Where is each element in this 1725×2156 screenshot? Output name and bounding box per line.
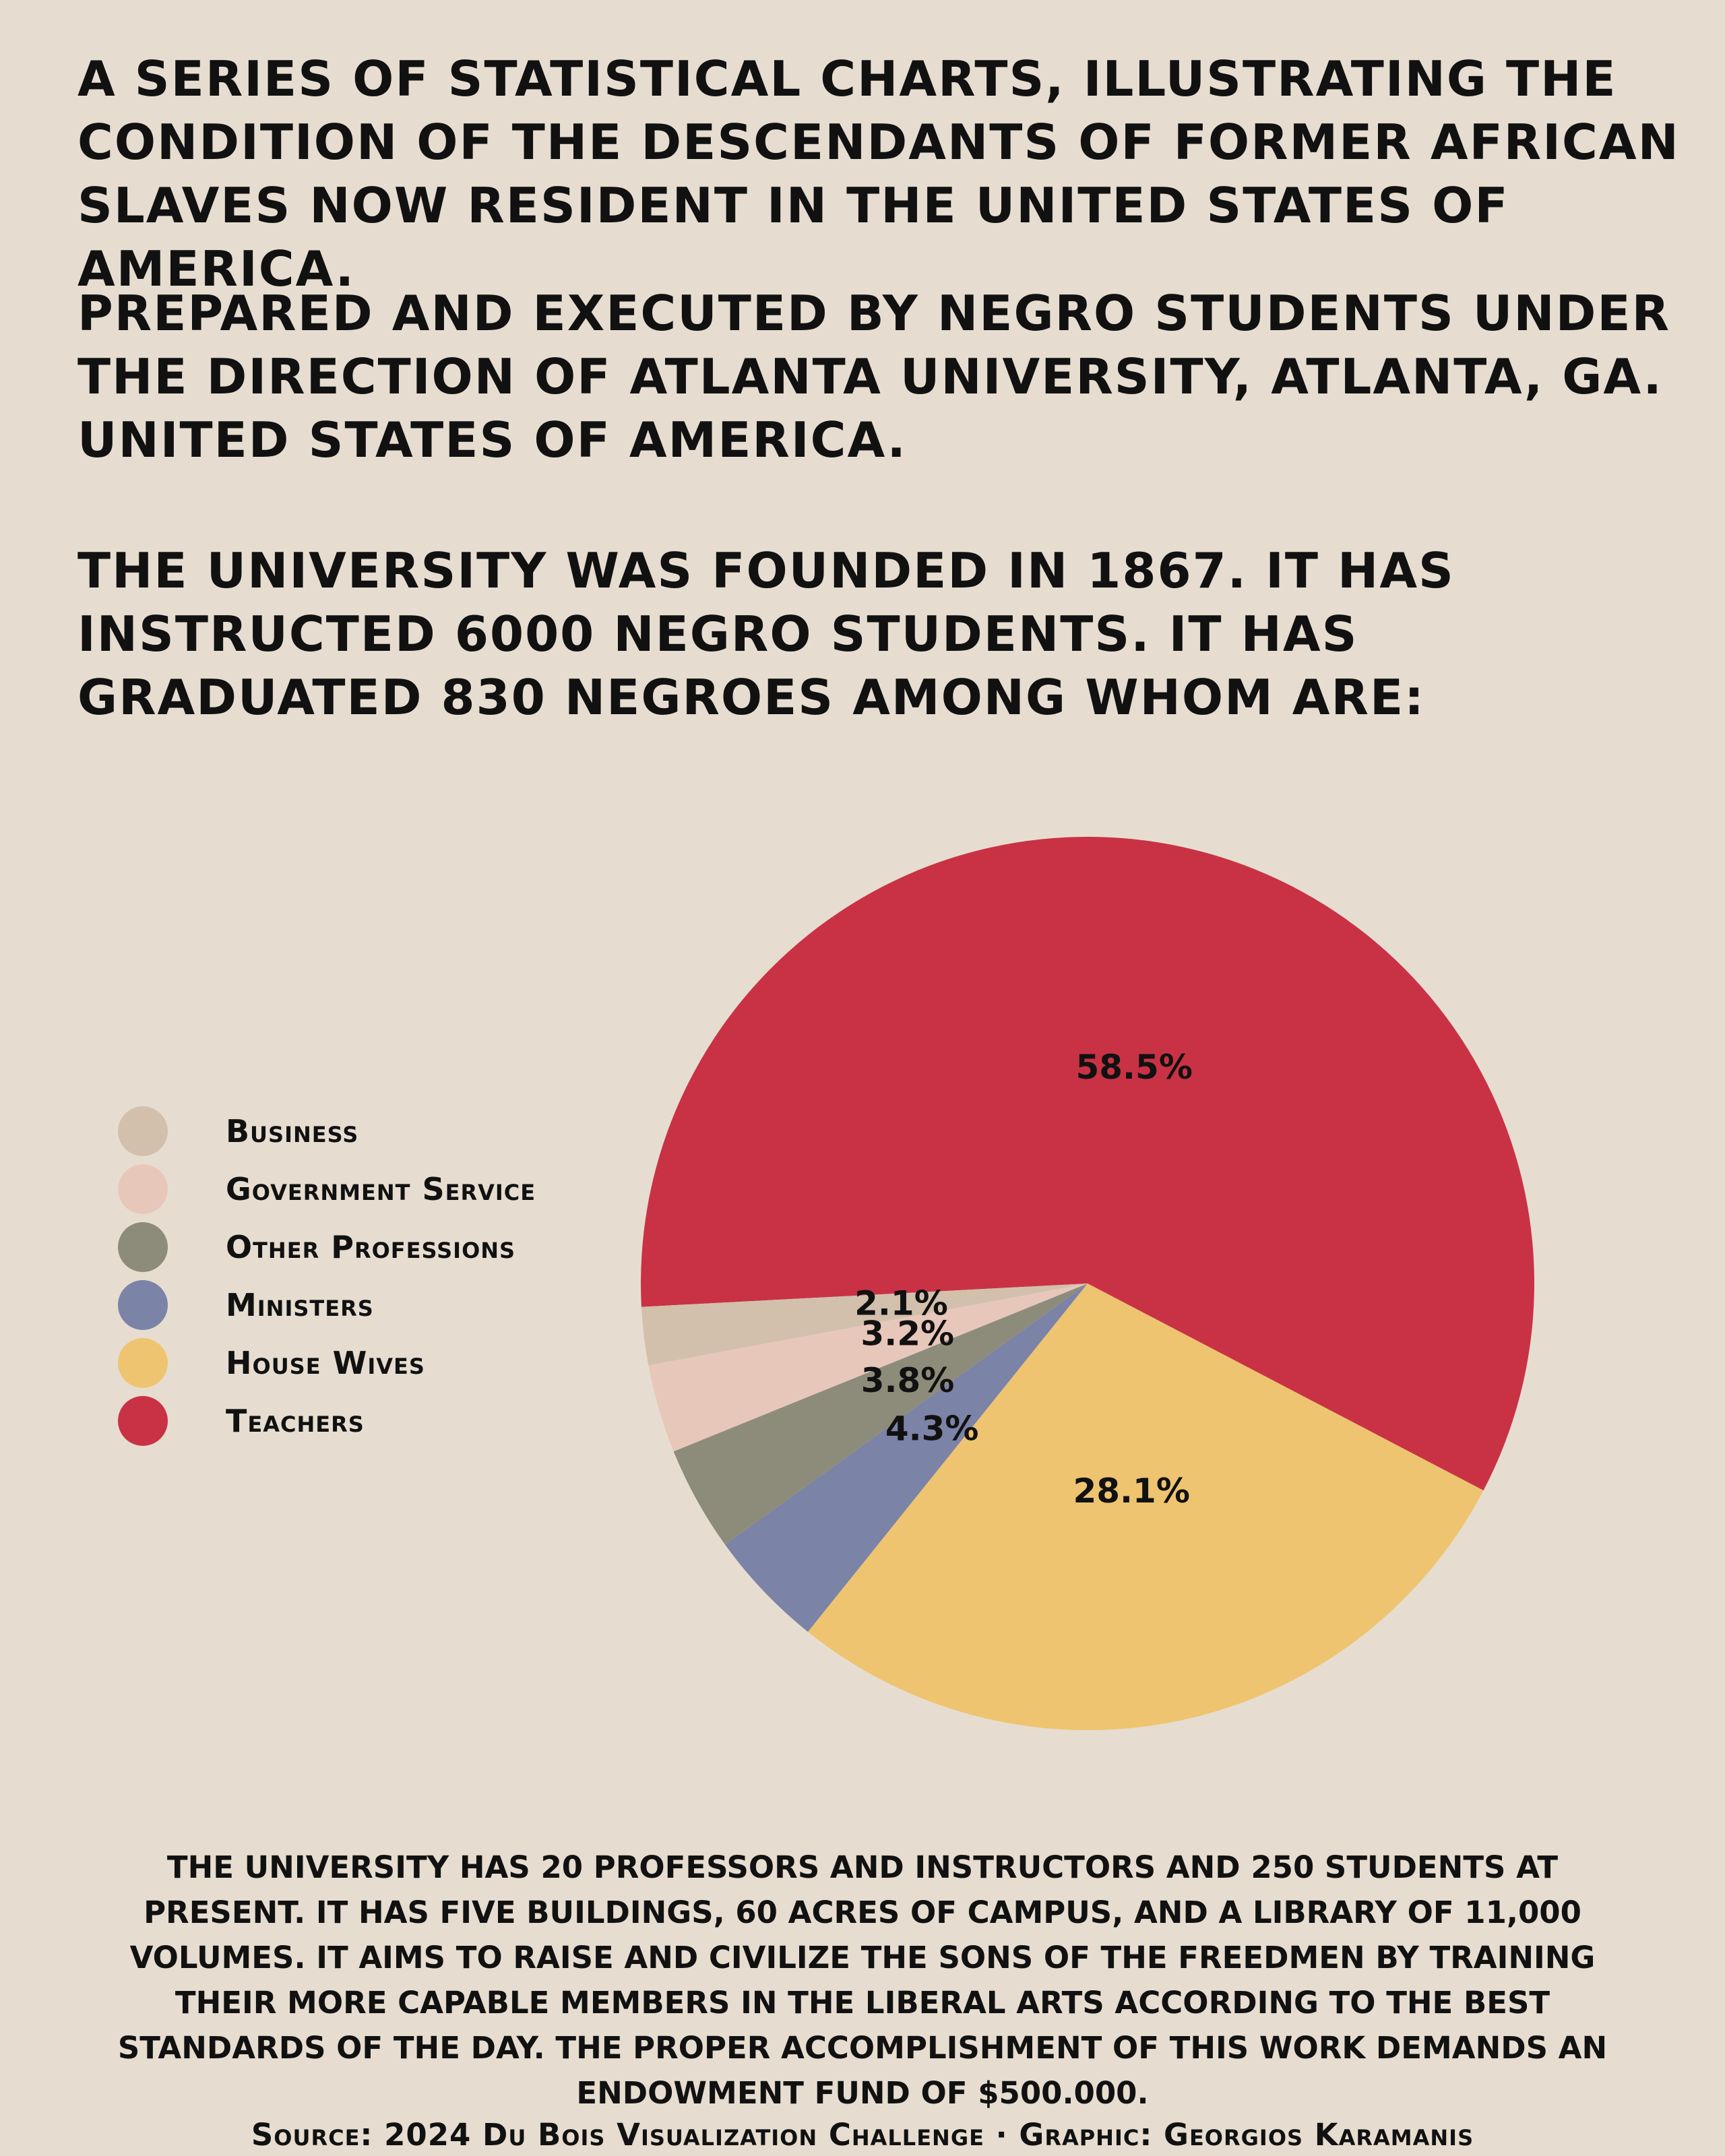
legend-swatch-government-service — [118, 1164, 168, 1214]
intro-paragraph-1: A series of statistical charts, illustra… — [77, 51, 1680, 297]
pie-label-house-wives: 28.1% — [1073, 1471, 1189, 1511]
legend-swatch-teachers — [118, 1396, 168, 1446]
legend-swatch-business — [118, 1106, 168, 1156]
legend-label-ministers: Ministers — [226, 1287, 374, 1323]
pie-slice-business — [641, 1283, 1088, 1366]
legend-swatch-other-professions — [118, 1222, 168, 1272]
pie-slice-ministers — [724, 1283, 1088, 1632]
pie-label-business: 2.1% — [854, 1283, 948, 1323]
pie-label-government-service: 3.2% — [860, 1314, 954, 1354]
legend-swatch-house-wives — [118, 1338, 168, 1388]
pie-slice-teachers — [641, 837, 1535, 1491]
pie-slice-house-wives — [807, 1283, 1484, 1730]
legend-swatch-ministers — [118, 1280, 168, 1330]
pie-slice-government-service — [648, 1283, 1088, 1452]
legend-label-government-service: Government Service — [226, 1171, 536, 1207]
legend-label-other-professions: Other Professions — [226, 1229, 516, 1265]
intro-paragraph-2: Prepared and executed by Negro students … — [77, 285, 1671, 468]
pie-label-other-professions: 3.8% — [861, 1361, 955, 1400]
pie-label-teachers: 58.5% — [1075, 1048, 1192, 1087]
legend-label-house-wives: House Wives — [226, 1345, 425, 1381]
pie-slice-other-professions — [673, 1283, 1088, 1545]
source-credit: Source: 2024 Du Bois Visualization Chall… — [251, 2117, 1474, 2153]
chart-legend: Business Government Service Other Profes… — [118, 1104, 657, 1451]
legend-item-house-wives: House Wives — [118, 1335, 657, 1393]
footer-paragraph: The University has 20 professors and ins… — [117, 1849, 1608, 2111]
legend-item-government-service: Government Service — [118, 1162, 657, 1219]
legend-item-ministers: Ministers — [118, 1277, 657, 1335]
legend-item-other-professions: Other Professions — [118, 1219, 657, 1277]
pie-label-ministers: 4.3% — [885, 1409, 979, 1449]
legend-label-teachers: Teachers — [226, 1403, 365, 1439]
legend-item-business: Business — [118, 1104, 657, 1162]
legend-item-teachers: Teachers — [118, 1393, 657, 1451]
intro-paragraph-3: The University was founded in 1867. It h… — [77, 542, 1455, 726]
legend-label-business: Business — [226, 1113, 359, 1149]
